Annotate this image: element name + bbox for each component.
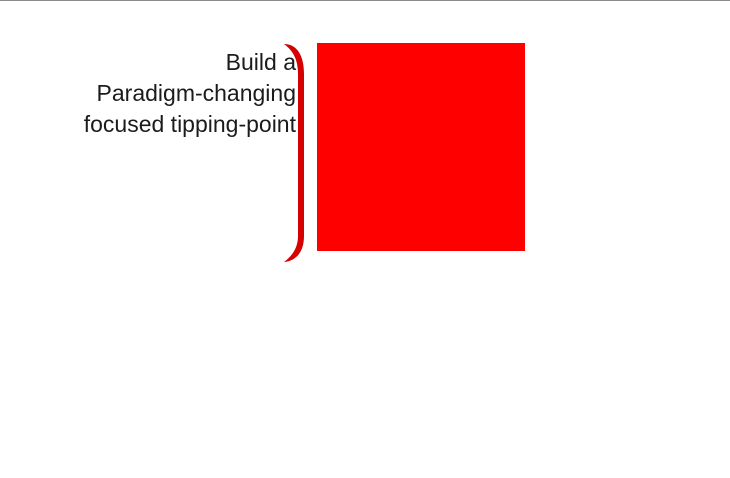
brace-shape <box>284 44 304 262</box>
top-border <box>0 0 730 1</box>
label-line-3: focused tipping-point <box>83 111 296 137</box>
red-square <box>317 43 525 251</box>
label-text-block: Build a Paradigm-changing focused tippin… <box>40 47 296 140</box>
label-line-2: Paradigm-changing <box>96 80 296 106</box>
label-line-1: Build a <box>225 49 296 75</box>
right-parenthesis-brace <box>284 44 304 262</box>
